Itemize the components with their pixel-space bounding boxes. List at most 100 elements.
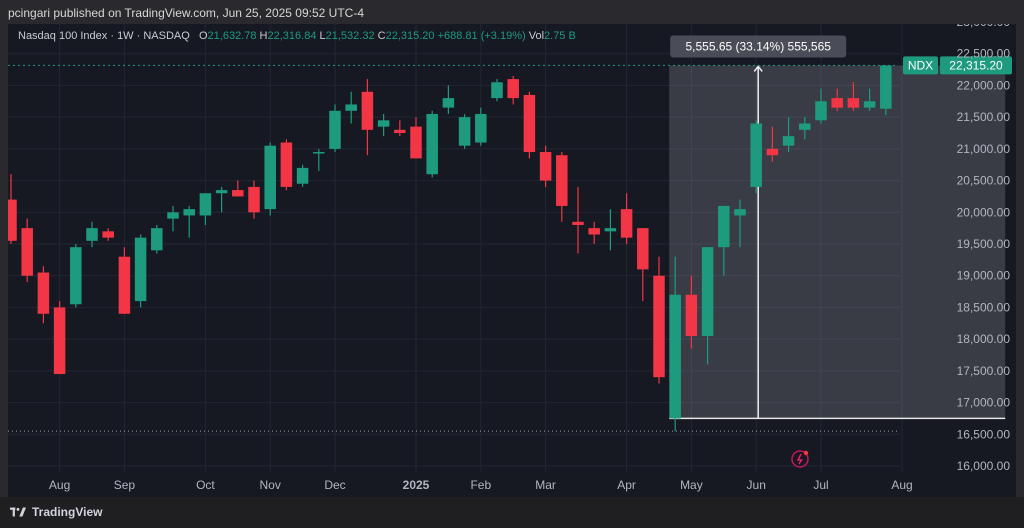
candle-body [653,275,665,378]
price-tag: 22,315.20 [949,58,1003,72]
legend-change: +688.81 (+3.19%) [437,30,526,42]
measure-label-box [670,35,847,58]
y-tick-label: 23,000.00 [957,24,1011,29]
candle-body [799,123,811,130]
candle-body [637,228,649,270]
candle-body [588,228,600,235]
x-tick-label: Aug [49,478,70,492]
x-tick-label: Feb [470,478,491,492]
y-tick-label: 18,500.00 [957,300,1011,314]
y-tick-label: 19,000.00 [957,269,1011,283]
candle-body [70,247,82,305]
x-tick-label: Jun [747,478,766,492]
y-tick-label: 17,000.00 [957,396,1011,410]
measure-label: 5,555.65 (33.14%) 555,565 [685,39,831,53]
legend-open-value: 21,632.78 [207,30,257,42]
chart-canvas[interactable]: 5,555.65 (33.14%) 555,565 NDX 22,315.20 1… [5,15,1016,497]
symbol-tag-box [903,56,938,75]
candle-body [669,294,681,419]
candle-body [880,65,892,109]
axis-layer: 16,000.00 16,500.00 17,000.00 17,500.00 18,0… [49,15,1011,492]
candle-body [134,237,147,302]
candle-body [863,101,876,108]
x-tick-label: Jul [813,478,828,492]
legend-close-value: 22,315.20 [385,30,435,42]
candle-body [750,123,762,187]
candle-body [296,167,309,184]
candle-body [5,199,17,241]
candle-body [475,113,487,143]
legend-volume-value: 2.75 B [544,30,576,42]
tradingview-logo-icon [10,507,26,517]
x-tick-label: 2025 [403,478,430,492]
x-tick-label: Apr [617,478,636,492]
y-tick-label: 16,500.00 [957,427,1011,441]
candle-body [701,247,714,336]
candle-body [53,307,66,375]
candle-body [151,228,163,251]
candle-body [718,205,730,248]
candle-body [734,209,746,216]
publisher-line: pcingari published on TradingView.com, J… [8,6,364,20]
chart-area[interactable]: 5,555.65 (33.14%) 555,565 NDX 22,315.20 1… [5,15,1016,497]
legend-open-label: O [198,30,208,42]
x-tick-label: Mar [535,478,556,492]
candle-body [102,231,114,238]
measure-arrow-head [753,65,763,72]
candle-body [847,98,860,108]
tradingview-logo: TradingView [10,505,102,519]
candle-body [377,120,390,127]
candle-body [183,209,195,216]
candle-body [361,91,374,130]
legend-low-value: 21,532.32 [325,30,375,42]
candle-body [313,152,325,154]
candle-body [345,104,357,111]
candle-body [86,228,98,241]
candle-body [280,142,293,187]
x-tick-label: Sep [114,478,136,492]
y-tick-label: 22,000.00 [957,78,1011,92]
candle-body [766,148,779,156]
y-tick-label: 22,500.00 [957,47,1011,61]
candle-body [21,228,33,276]
candle-body [815,101,827,121]
x-tick-label: May [680,478,703,492]
candle-body [37,272,50,314]
candle-body [118,256,131,314]
candle-body [620,209,633,238]
y-tick-label: 20,500.00 [957,174,1011,188]
candle-body [232,190,244,197]
candle-body [539,152,552,181]
lightning-bolt-icon [796,453,803,465]
candle-body [264,145,276,210]
y-tick-label: 18,000.00 [957,332,1011,346]
candle-body [199,193,212,216]
candle-layer [5,65,892,432]
event-lightning-icon [791,450,809,468]
candle-body [782,136,795,146]
candle-body [831,98,843,108]
legend-low-label: L [319,30,326,42]
candle-body [556,155,568,206]
y-tick-label: 21,000.00 [957,142,1011,156]
legend-high-label: H [259,30,268,42]
footer-brand: TradingView [32,505,103,519]
y-tick-label: 20,000.00 [957,205,1011,219]
legend-title: Nasdaq 100 Index · 1W · NASDAQ [18,30,190,42]
symbol-tag: NDX [908,58,933,72]
candle-body [215,190,228,194]
candle-body [329,110,341,149]
y-tick-label: 19,500.00 [957,237,1011,251]
legend-high-value: 22,316.84 [267,30,317,42]
candle-body [523,94,536,153]
candle-body [685,294,698,336]
x-tick-label: Dec [324,478,345,492]
y-tick-label: 17,500.00 [957,364,1011,378]
candle-body [426,113,438,175]
legend-volume-label: Vol [528,30,545,42]
candle-body [572,221,584,225]
price-tag-box [940,56,1012,75]
legend-close-label: C [377,30,386,42]
overlay-layer: NDX 22,315.20 [8,56,1012,468]
